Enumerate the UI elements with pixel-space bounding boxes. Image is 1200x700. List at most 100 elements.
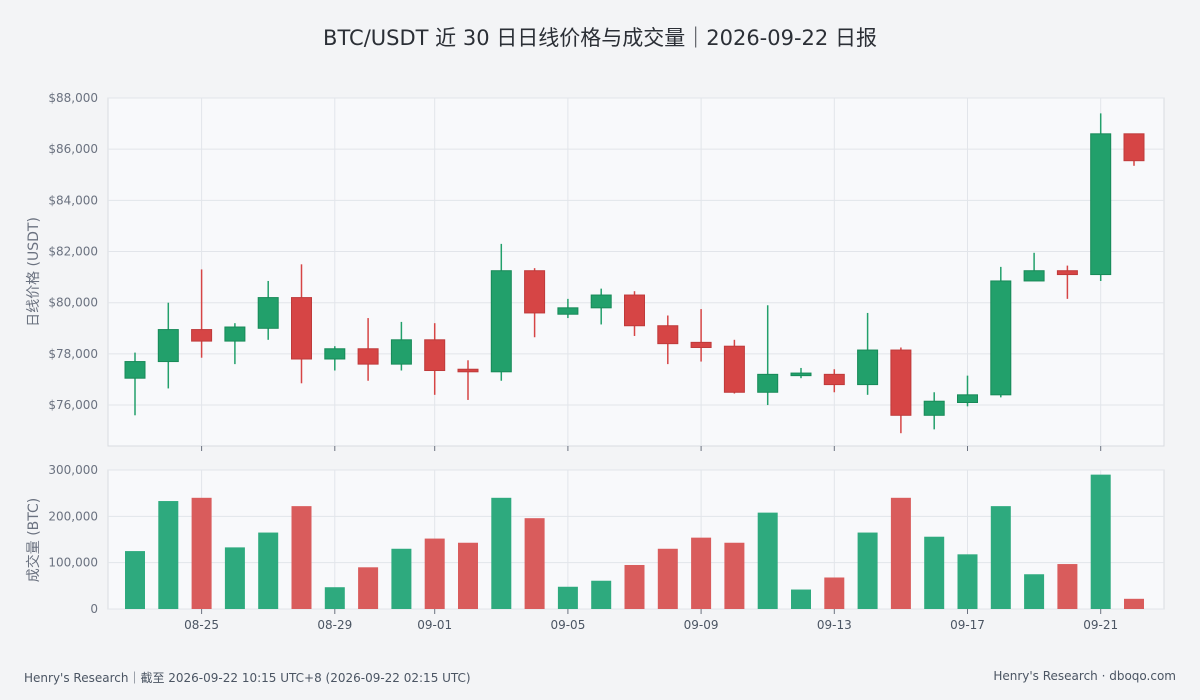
candle-body [790,372,812,377]
price-y-axis-label: 日线价格 (USDT) [26,217,42,327]
price-y-tick-label: $82,000 [48,245,98,259]
candle-body [224,326,246,342]
candle-body [557,307,579,315]
candle [1056,265,1078,299]
candle [957,375,978,407]
candle-body [524,270,546,314]
candle-body [390,339,412,365]
candle-body [257,297,279,329]
price-y-tick-label: $78,000 [48,347,98,361]
candle-body [590,294,612,309]
volume-bar [624,564,645,609]
volume-bar [591,580,612,609]
candle-body [457,368,479,373]
volume-panel: 0 100,000 200,000 300,000 08-25 08-29 09-01 09… [25,463,1165,632]
volume-bar [1057,564,1078,609]
price-y-tick-labels: $76,000 $78,000 $80,000 $82,000 $84,000 $86,0… [48,91,98,412]
volume-bar [258,532,279,609]
candle [890,347,912,434]
volume-bar [125,551,145,609]
candle [923,392,945,430]
candle [390,321,412,371]
candle-body [890,349,912,416]
volume-x-tick-label: 08-25 [184,618,219,632]
volume-bar [1090,474,1111,609]
volume-x-tick-labels: 08-25 08-29 09-01 09-05 09-09 09-13 09-17 09-21 [184,609,1118,632]
volume-bar [924,536,945,609]
candle-body [657,325,679,345]
chart-title: BTC/USDT 近 30 日日线价格与成交量｜2026-09-22 日报 [323,26,877,50]
candle [257,280,279,340]
volume-bar [224,547,245,609]
footer-source-timestamp: Henry's Research｜截至 2026-09-22 10:15 UTC… [24,671,471,685]
candle-body [490,270,512,373]
volume-y-axis-label: 成交量 (BTC) [25,498,42,583]
candle [424,323,446,395]
candlesticks [124,113,1145,434]
candle [557,298,579,319]
price-plot-area [107,97,1165,447]
candle [1023,252,1045,282]
candle-body [1123,133,1145,162]
volume-bar [291,506,312,609]
volume-x-tick-label: 09-21 [1083,618,1118,632]
volume-bar [324,587,345,609]
volume-bar [757,512,778,609]
volume-y-tick-label: 100,000 [48,556,98,570]
volume-bar [691,537,712,609]
volume-bar [424,538,445,609]
candle-body [157,329,179,363]
volume-bar [990,506,1011,609]
volume-bar [557,586,578,609]
candle-body [324,348,346,360]
volume-bar [524,518,545,609]
candle [457,360,479,400]
candle [723,339,745,394]
volume-y-tick-label: 200,000 [48,509,98,523]
candle [357,318,379,381]
volume-bars [125,474,1144,609]
volume-bar [791,589,811,609]
volume-bar [957,554,978,609]
volume-bar [458,542,478,609]
candle [1090,113,1112,281]
candle-body [1090,133,1112,276]
candle-body [124,361,146,379]
candle-body [291,297,312,360]
candle [790,367,812,379]
candle-body [723,345,745,393]
volume-bar [191,497,212,609]
candle-body [690,341,712,348]
volume-bar [724,542,745,609]
candle [690,309,712,362]
candle [191,269,213,358]
volume-bar [1024,574,1045,609]
volume-x-tick-label: 09-05 [550,618,585,632]
candle-body [191,329,213,342]
volume-bar [358,567,379,609]
candle [157,302,179,389]
price-y-tick-label: $76,000 [48,398,98,412]
candle [590,288,612,325]
volume-bar [857,532,878,609]
candle [990,266,1012,398]
volume-bar [391,548,412,609]
candle-body [624,294,645,327]
candle [857,312,879,395]
candle-body [1056,270,1078,276]
candle [823,369,845,393]
candle-body [357,348,379,365]
candle [124,352,146,416]
volume-y-tick-labels: 0 100,000 200,000 300,000 [48,463,98,616]
candle-body [823,373,845,386]
volume-x-tick-label: 08-29 [317,618,352,632]
candle [1123,133,1145,166]
volume-bar [491,497,512,609]
candle [524,268,546,338]
price-panel: $76,000 $78,000 $80,000 $82,000 $84,000 $86,0… [26,91,1165,451]
volume-x-tick-label: 09-13 [817,618,852,632]
candle-body [1023,270,1045,282]
candle-body [424,339,446,372]
candle [757,305,779,406]
volume-x-tick-label: 09-01 [417,618,452,632]
